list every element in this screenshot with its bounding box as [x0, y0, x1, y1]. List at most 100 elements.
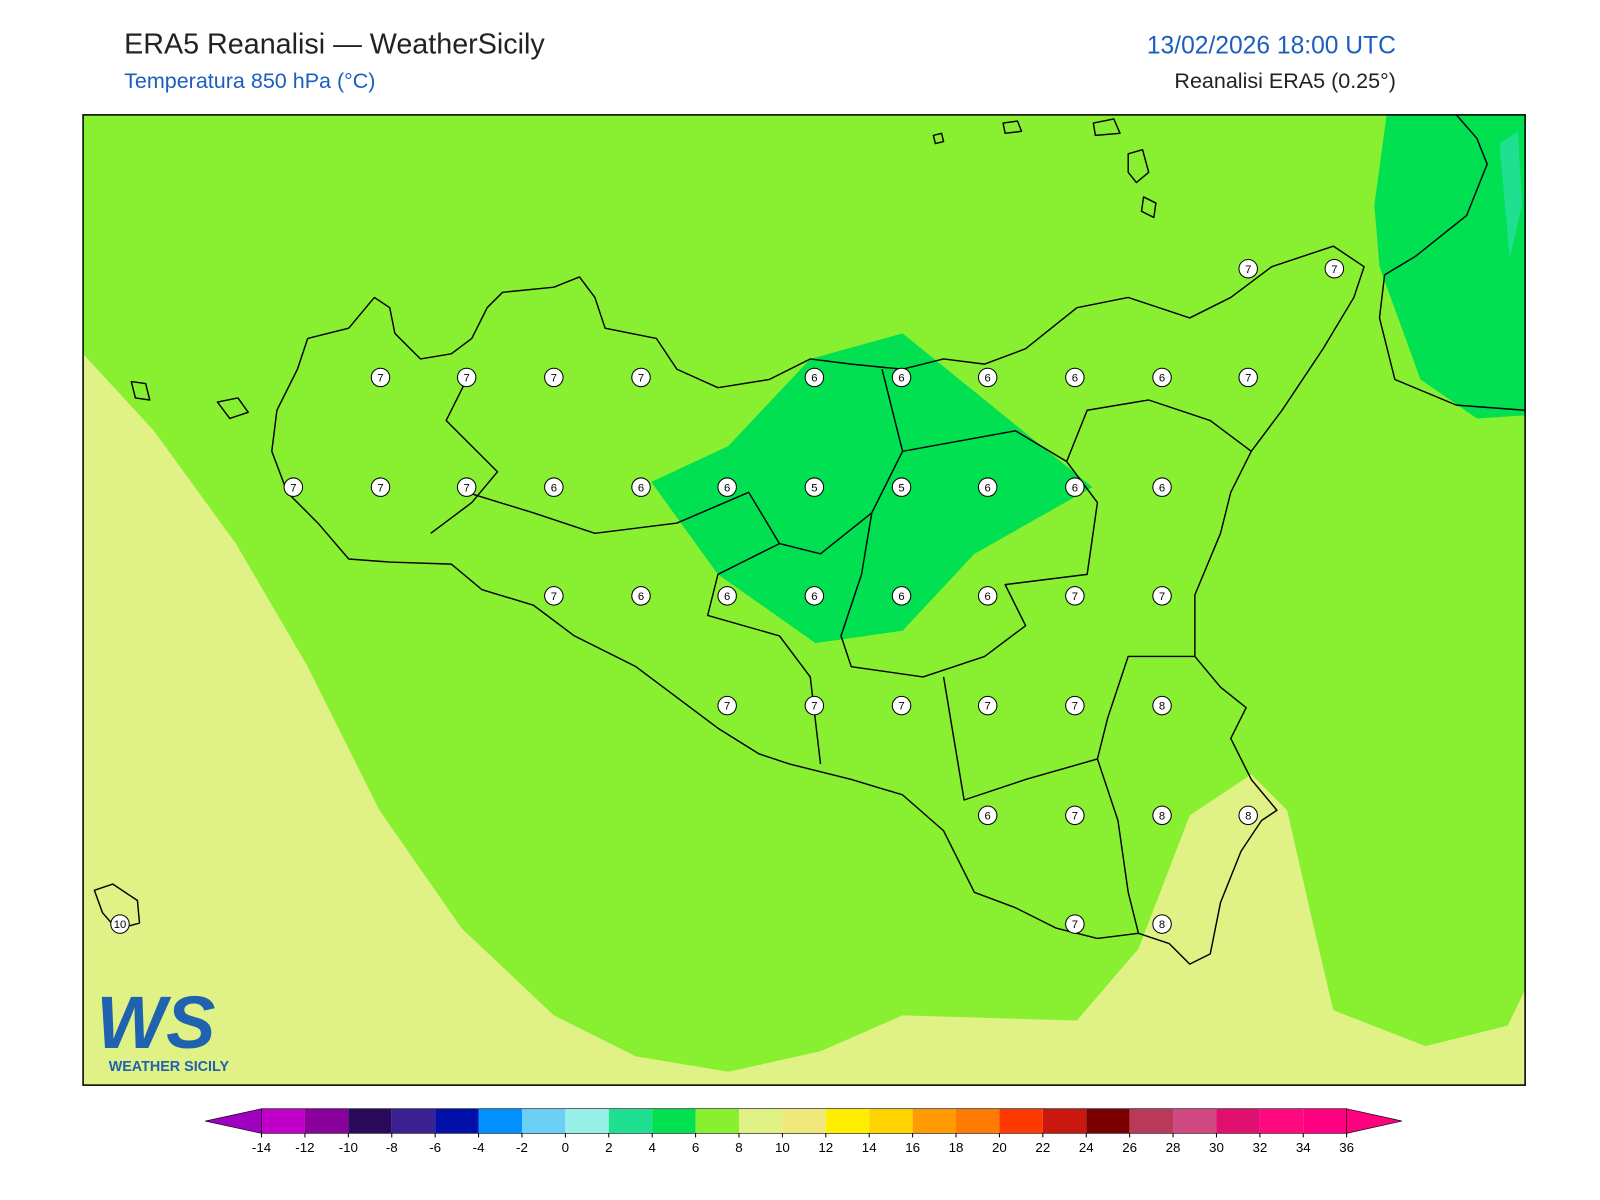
colorbar-tick-label: 8: [735, 1140, 742, 1155]
colorbar-tick-label: -6: [429, 1140, 441, 1155]
station-marker: [1238, 805, 1258, 826]
station-marker: [1152, 695, 1172, 716]
station-marker: [1152, 586, 1172, 606]
colorbar-box: [435, 1108, 479, 1134]
stations: 7 7 7 7 6 6 6 6 6 7 7 7 7 7 7 6 6 6 5 5 6 6 6 7 6 6 6 6 6 7 7 7 7 7 7 7 8 6 7 8…: [110, 258, 1345, 934]
colorbar-tick-label: 10: [775, 1140, 790, 1155]
station-marker: [1065, 367, 1085, 388]
source: Reanalisi ERA5 (0.25°): [1174, 69, 1395, 93]
station-marker: [1065, 586, 1085, 606]
colorbar-box: [565, 1108, 609, 1134]
station-marker: [891, 586, 912, 606]
station-marker: [283, 477, 304, 497]
station-value: 6: [985, 810, 991, 822]
colorbar-box: [1086, 1108, 1130, 1134]
station-marker: [717, 477, 737, 497]
station-marker: [1152, 805, 1172, 826]
station-marker: [631, 477, 651, 497]
colorbar-box: [521, 1108, 566, 1134]
station-value: 7: [551, 373, 557, 385]
station-value: 7: [898, 701, 904, 713]
colorbar-box: [608, 1108, 653, 1134]
logo-name: WEATHER SICILY: [109, 1059, 230, 1075]
colorbar-box: [1216, 1108, 1260, 1134]
colorbar-tick-label: 30: [1209, 1140, 1224, 1155]
station-value: 8: [1245, 810, 1251, 822]
station-value: 7: [1072, 919, 1078, 931]
title: ERA5 Reanalisi — WeatherSicily: [124, 28, 545, 60]
colorbar-box: [956, 1108, 1000, 1134]
station-value: 8: [1159, 919, 1165, 931]
station-marker: [544, 477, 564, 497]
colorbar-tick-label: -10: [339, 1140, 358, 1155]
colorbar-tick-label: 32: [1252, 1140, 1267, 1155]
station-marker: [1065, 914, 1085, 934]
colorbar-box: [1303, 1108, 1347, 1134]
station-value: 7: [377, 373, 383, 385]
calabria-coast: [1378, 114, 1526, 411]
colorbar-tick-label: 28: [1166, 1140, 1181, 1155]
station-marker: [977, 367, 998, 388]
station-value: 10: [114, 919, 127, 931]
station-value: 7: [464, 482, 470, 494]
station-marker: [977, 805, 998, 826]
station-value: 7: [1245, 373, 1251, 385]
station-marker: [804, 477, 825, 497]
colorbar-tick-label: 26: [1122, 1140, 1137, 1155]
station-value: 6: [985, 591, 991, 603]
colorbar: -14 -12 -10 -8 -6 -4 -2 0 2 4 6 8 10 12 14 16 18 20 22 24 26…: [205, 1108, 1403, 1155]
colorbar-box: [348, 1108, 392, 1134]
station-marker: [1238, 258, 1258, 279]
station-marker: [1152, 367, 1172, 388]
logo-mark: WS: [96, 981, 215, 1064]
station-value: 7: [811, 701, 817, 713]
colorbar-tick-label: -12: [295, 1140, 314, 1155]
station-marker: [977, 695, 998, 716]
station-marker: [456, 477, 477, 497]
station-value: 6: [638, 591, 644, 603]
colorbar-box: [1042, 1108, 1087, 1134]
colorbar-tick-label: -2: [516, 1140, 528, 1155]
colorbar-tick-label: 14: [862, 1140, 877, 1155]
colorbar-box: [782, 1108, 826, 1134]
station-marker: [891, 367, 912, 388]
logo: WS WEATHER SICILY: [96, 981, 229, 1075]
station-marker: [804, 367, 825, 388]
field-8-10: [83, 353, 1526, 1086]
colorbar-high: [1346, 1108, 1403, 1134]
colorbar-tick-label: 22: [1035, 1140, 1050, 1155]
station-value: 6: [724, 591, 730, 603]
station-marker: [891, 695, 912, 716]
station-value: 6: [985, 482, 991, 494]
station-marker: [804, 586, 825, 606]
station-value: 7: [985, 701, 991, 713]
station-value: 6: [985, 373, 991, 385]
station-value: 7: [464, 373, 470, 385]
station-value: 5: [898, 482, 904, 494]
station-value: 7: [377, 482, 383, 494]
colorbar-low: [205, 1108, 262, 1134]
station-marker: [370, 477, 391, 497]
subtitle: Temperatura 850 hPa (°C): [124, 69, 375, 93]
station-value: 7: [1245, 264, 1251, 276]
station-value: 6: [898, 373, 904, 385]
colorbar-tick-label: 2: [605, 1140, 612, 1155]
station-marker: [631, 367, 651, 388]
colorbar-tick-label: -14: [252, 1140, 272, 1155]
station-marker: [631, 586, 651, 606]
station-value: 7: [638, 373, 644, 385]
station-marker: [544, 586, 564, 606]
station-value: 6: [724, 482, 730, 494]
station-marker: [370, 367, 391, 388]
station-marker: [717, 695, 737, 716]
colorbar-box: [912, 1108, 957, 1134]
colorbar-box: [478, 1108, 522, 1134]
station-marker: [1065, 477, 1085, 497]
colorbar-tick-label: 12: [818, 1140, 833, 1155]
colorbar-box: [304, 1108, 349, 1134]
station-value: 7: [551, 591, 557, 603]
station-value: 6: [1159, 482, 1165, 494]
station-marker: [1065, 805, 1085, 826]
